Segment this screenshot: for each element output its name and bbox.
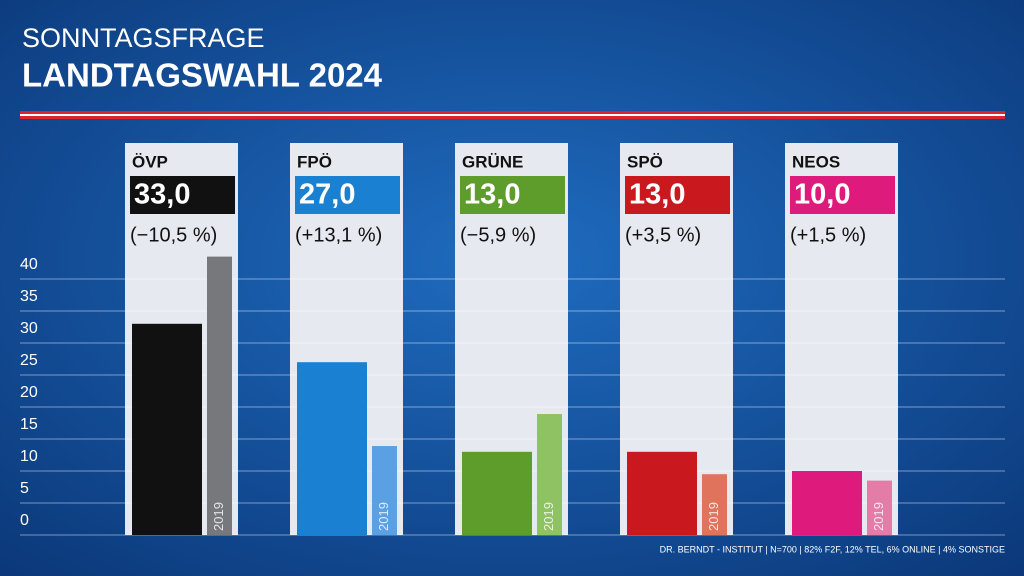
bar [207,256,232,535]
change-label: (+3,5 %) [625,224,701,246]
value-box [790,176,895,214]
bar [867,480,892,535]
bar [627,451,697,535]
category-label: SPÖ [627,152,663,171]
bar-year-label: 2019 [871,502,886,531]
value-label: 33,0 [134,179,190,211]
value-label: 10,0 [794,179,850,211]
bar [537,414,562,535]
bar-year-label: 2019 [541,502,556,531]
bar [132,323,202,535]
value-label: 13,0 [464,179,520,211]
bar [372,446,397,535]
bar-year-label: 2019 [211,502,226,531]
value-label: 13,0 [629,179,685,211]
value-box [460,176,565,214]
category-label: NEOS [792,152,840,171]
bar [702,474,727,535]
stripe [20,116,1005,119]
y-tick-label: 35 [20,288,38,305]
category-label: GRÜNE [462,152,523,171]
value-box [625,176,730,214]
value-box [130,176,235,214]
y-tick-label: 10 [20,448,38,465]
bar-year-label: 2019 [376,502,391,531]
y-tick-label: 0 [20,512,29,529]
y-tick-label: 20 [20,384,38,401]
y-tick-label: 25 [20,352,38,369]
supertitle: SONNTAGSFRAGE [22,23,265,53]
value-box [295,176,400,214]
change-label: (−5,9 %) [460,224,536,246]
change-label: (−10,5 %) [130,224,217,246]
stripe [20,114,1005,116]
category-label: FPÖ [297,152,332,171]
y-tick-label: 15 [20,416,38,433]
bar [792,471,862,535]
y-tick-label: 40 [20,256,38,273]
bar [297,362,367,535]
value-label: 27,0 [299,179,355,211]
stripe [20,111,1005,114]
y-tick-label: 5 [20,480,29,497]
bar [462,451,532,535]
category-label: ÖVP [132,152,168,171]
change-label: (+1,5 %) [790,224,866,246]
change-label: (+13,1 %) [295,224,382,246]
bar-year-label: 2019 [706,502,721,531]
footnote: DR. BERNDT - INSTITUT | N=700 | 82% F2F,… [660,544,1005,554]
chart-title: LANDTAGSWAHL 2024 [22,57,383,94]
y-tick-label: 30 [20,320,38,337]
